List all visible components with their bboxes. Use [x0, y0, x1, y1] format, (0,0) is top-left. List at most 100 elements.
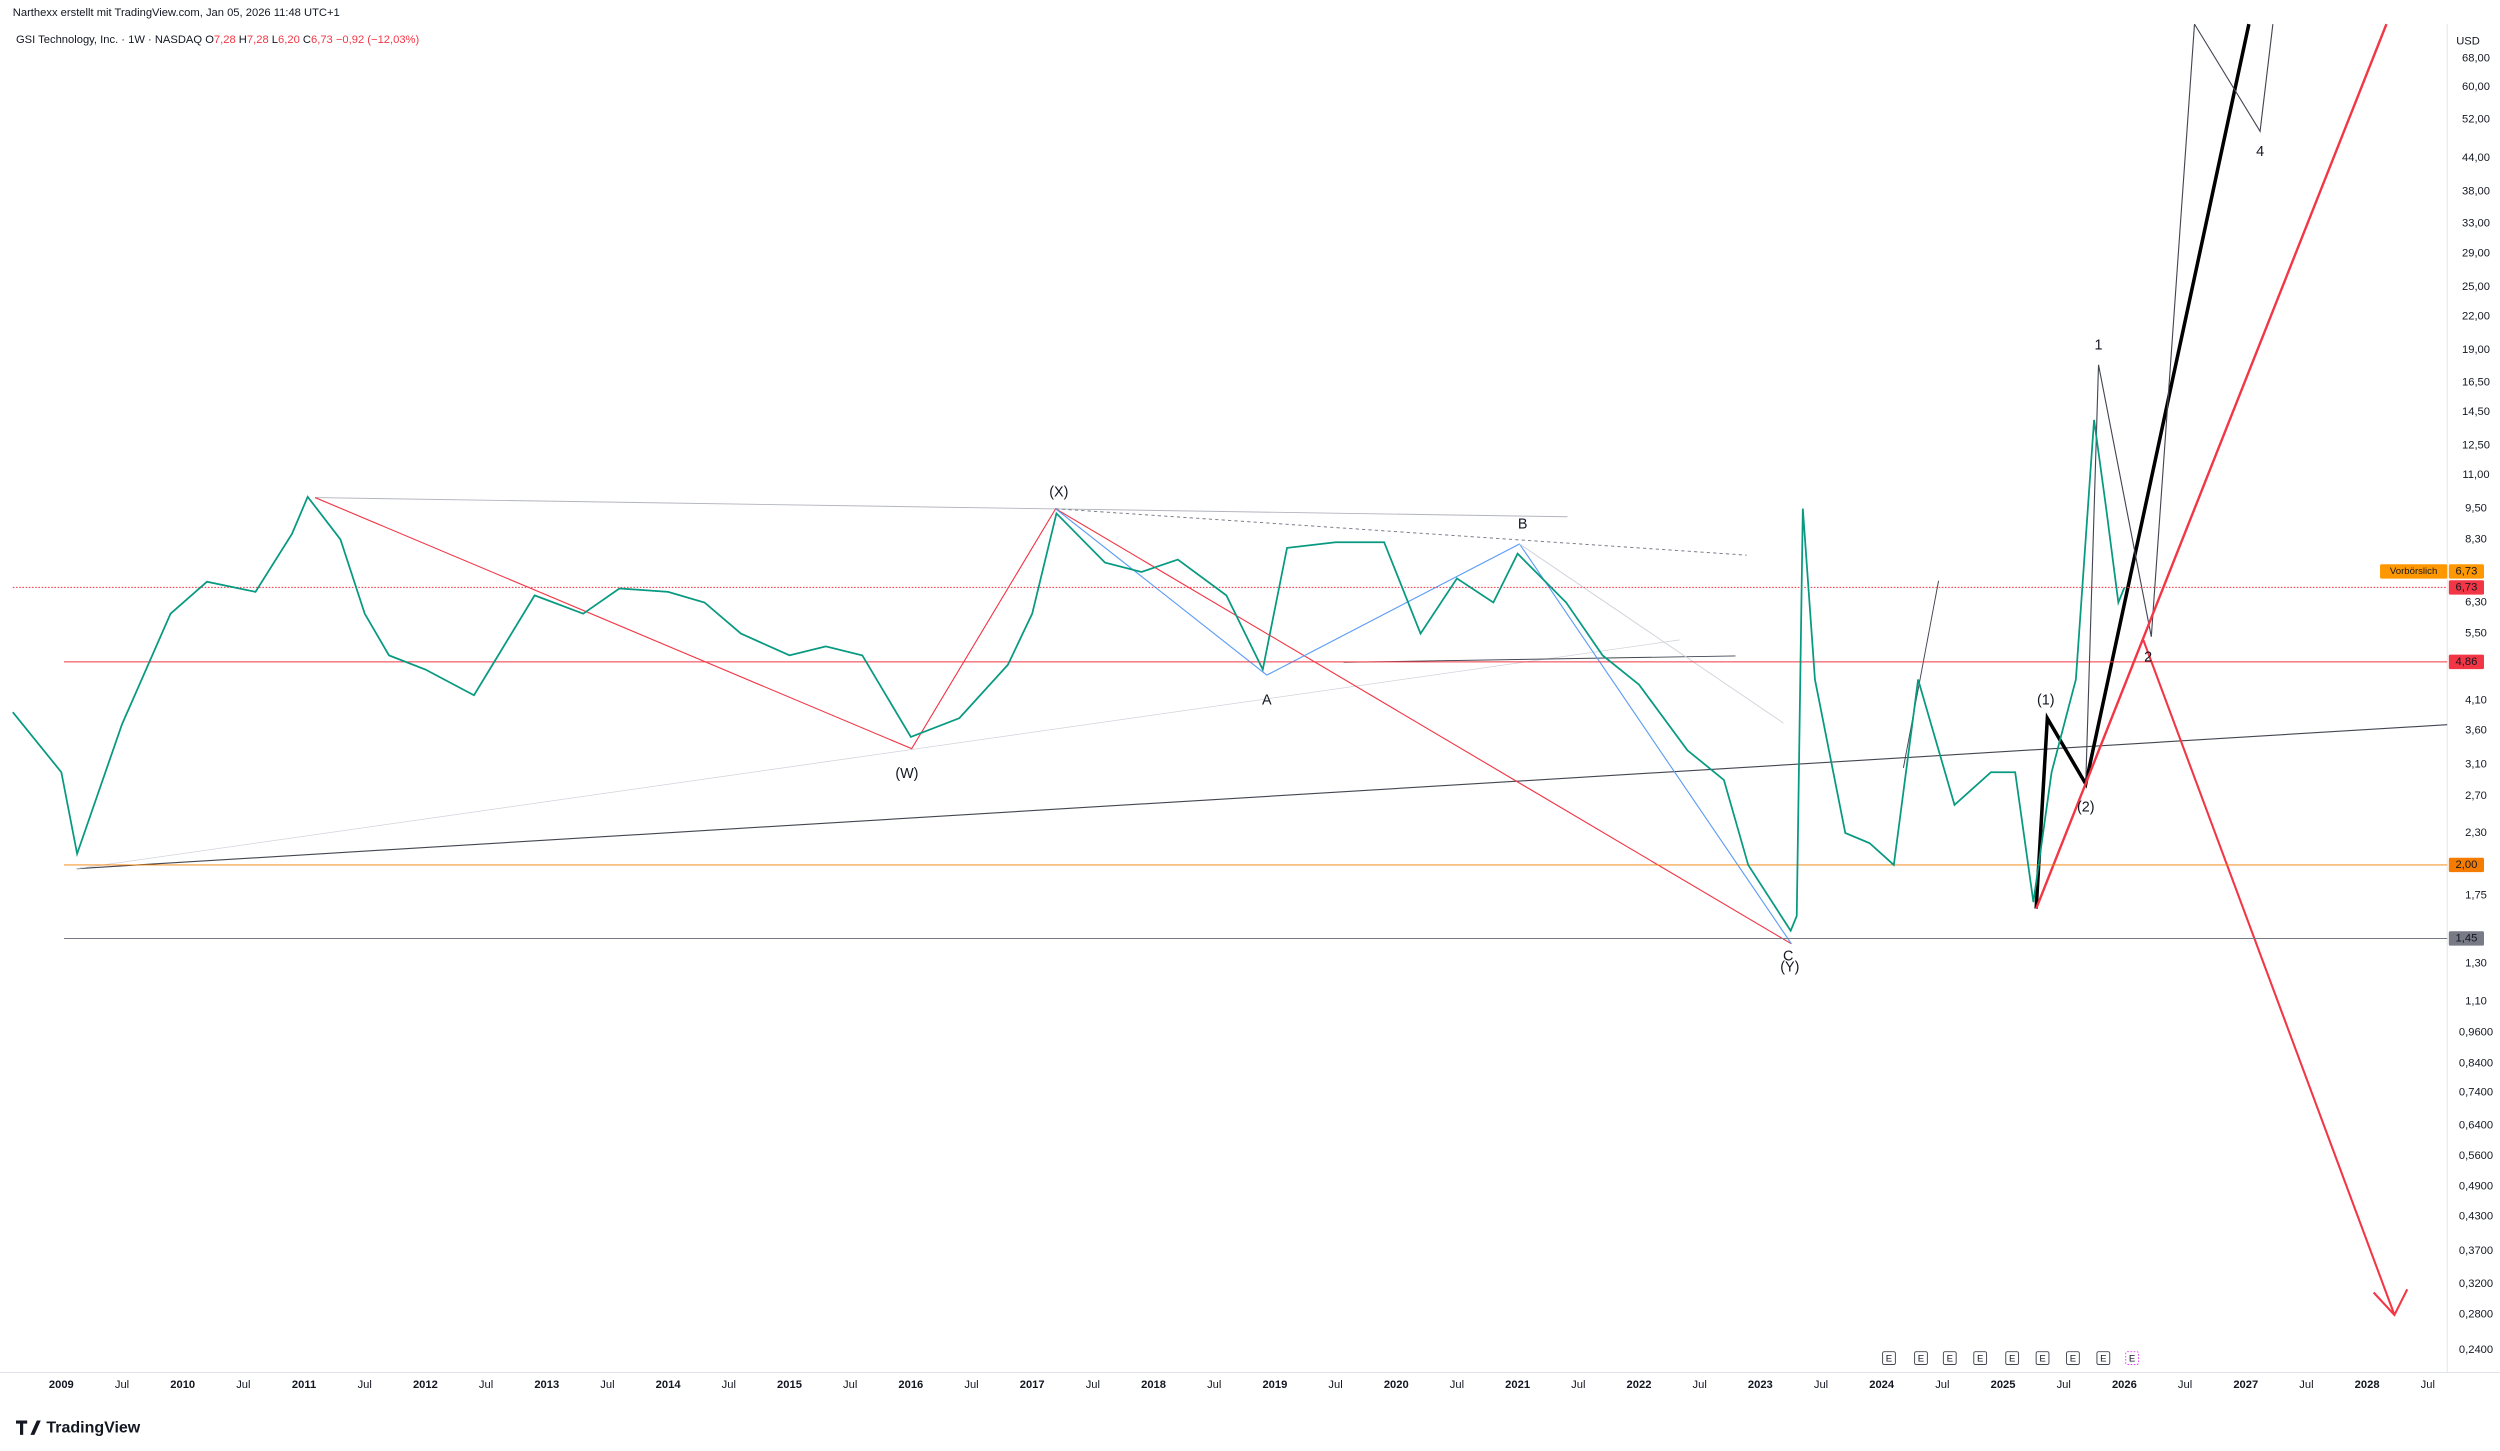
trend-line [1902, 580, 1940, 768]
trend-line [1055, 508, 1747, 556]
y-tick-label: 3,10 [2465, 759, 2487, 771]
x-tick-label: 2016 [898, 1379, 923, 1391]
y-tick-label: 68,00 [2462, 52, 2490, 64]
y-tick-label: 12,50 [2462, 440, 2490, 452]
price-badge [2448, 931, 2485, 946]
y-tick-label: 19,00 [2462, 344, 2490, 356]
y-tick-label: 0,4300 [2459, 1210, 2493, 1222]
h-label: H [239, 34, 247, 46]
x-tick-label: Jul [1814, 1379, 1828, 1391]
x-tick-label: 2009 [49, 1379, 74, 1391]
x-tick-label: Jul [236, 1379, 250, 1391]
wave-sub [2194, 23, 2274, 133]
x-tick-label: 2019 [1262, 1379, 1287, 1391]
x-tick-label: 2014 [656, 1379, 682, 1391]
y-tick-label: 9,50 [2465, 503, 2487, 515]
x-tick-label: 2017 [1020, 1379, 1045, 1391]
x-tick-label: 2013 [534, 1379, 559, 1391]
x-tick-label: Jul [1693, 1379, 1707, 1391]
price-badge-label: 1,45 [2456, 932, 2478, 944]
earnings-box [1973, 1351, 1988, 1365]
trend-line [76, 639, 1680, 870]
wave-sub [2085, 24, 2196, 784]
trend-line [76, 724, 2448, 870]
x-tick-label: 2023 [1748, 1379, 1773, 1391]
x-tick-label: Jul [600, 1379, 614, 1391]
l-value: 6,20 [278, 34, 300, 46]
y-tick-label: 22,00 [2462, 310, 2490, 322]
x-tick-label: 2025 [1991, 1379, 2016, 1391]
earnings-marker: E [1977, 1353, 1983, 1364]
currency: USD [2456, 36, 2480, 48]
y-tick-label: 0,8400 [2459, 1057, 2493, 1069]
y-tick-label: 60,00 [2462, 81, 2490, 93]
y-tick-label: 44,00 [2462, 152, 2490, 164]
x-tick-label: Jul [964, 1379, 978, 1391]
earnings-marker: E [2009, 1353, 2015, 1364]
wave-label: C [1783, 948, 1793, 964]
y-tick-label: 0,3700 [2459, 1245, 2493, 1257]
x-tick-label: Jul [2421, 1379, 2435, 1391]
y-tick-label: 0,3200 [2459, 1278, 2493, 1290]
y-tick-label: 0,5600 [2459, 1150, 2493, 1162]
earnings-box [1942, 1351, 1957, 1365]
wave-abc [1055, 508, 1792, 945]
y-tick-label: 4,10 [2465, 695, 2487, 707]
h-value: 7,28 [247, 34, 269, 46]
wave-label: (2) [2077, 800, 2095, 816]
price-badge [2448, 857, 2485, 873]
y-tick-label: 0,7400 [2459, 1086, 2493, 1098]
x-tick-label: Jul [843, 1379, 857, 1391]
x-tick-label: 2020 [1384, 1379, 1409, 1391]
x-tick-label: Jul [1935, 1379, 1949, 1391]
premarket-label: Vorbörslich [2390, 566, 2437, 577]
trend-line [315, 497, 1568, 518]
y-tick-label: 8,30 [2465, 533, 2487, 545]
wave-label: (1) [2037, 693, 2055, 709]
wave-label: 4 [2256, 144, 2264, 160]
y-tick-label: 5,50 [2465, 628, 2487, 640]
wave-label: A [1262, 693, 1272, 709]
x-tick-label: 2022 [1627, 1379, 1652, 1391]
y-tick-label: 1,75 [2465, 889, 2487, 901]
wave-label: 1 [2095, 337, 2103, 353]
l-label: L [272, 34, 278, 46]
y-tick-label: 0,4900 [2459, 1181, 2493, 1193]
y-tick-label: 2,70 [2465, 790, 2487, 802]
y-tick-label: 29,00 [2462, 247, 2490, 259]
price-line [12, 419, 2126, 933]
credit: Narthexx erstellt mit TradingView.com, J… [13, 7, 340, 19]
y-tick-label: 0,9600 [2459, 1027, 2493, 1039]
earnings-box [2125, 1351, 2139, 1365]
y-tick-label: 2,30 [2465, 827, 2487, 839]
x-tick-label: 2021 [1505, 1379, 1530, 1391]
x-tick-label: 2028 [2355, 1379, 2380, 1391]
y-tick-label: 6,30 [2465, 596, 2487, 608]
x-tick-label: 2015 [777, 1379, 802, 1391]
x-tick-label: Jul [358, 1379, 372, 1391]
x-tick-label: Jul [2299, 1379, 2313, 1391]
y-tick-label: 3,60 [2465, 724, 2487, 736]
y-tick-label: 11,00 [2462, 469, 2489, 481]
x-tick-label: Jul [1571, 1379, 1585, 1391]
earnings-marker: E [1918, 1353, 1924, 1364]
x-tick-label: 2012 [413, 1379, 438, 1391]
price-badge [2448, 654, 2485, 670]
earnings-marker: E [1947, 1353, 1953, 1364]
x-tick-label: Jul [722, 1379, 736, 1391]
earnings-box [2005, 1351, 2020, 1365]
x-tick-label: 2018 [1141, 1379, 1166, 1391]
x-tick-label: 2026 [2112, 1379, 2137, 1391]
wave-label: B [1518, 517, 1528, 533]
y-tick-label: 25,00 [2462, 281, 2490, 293]
price-badge [2448, 580, 2485, 595]
earnings-marker: E [2039, 1353, 2045, 1364]
c-label: C [303, 34, 311, 46]
logo: TradingView [46, 1420, 140, 1437]
y-tick-label: 1,10 [2465, 996, 2487, 1008]
x-tick-label: Jul [2178, 1379, 2192, 1391]
x-tick-label: 2010 [170, 1379, 195, 1391]
o-value: 7,28 [214, 34, 236, 46]
arrow-head [2372, 1288, 2409, 1317]
earnings-box [1914, 1351, 1928, 1365]
